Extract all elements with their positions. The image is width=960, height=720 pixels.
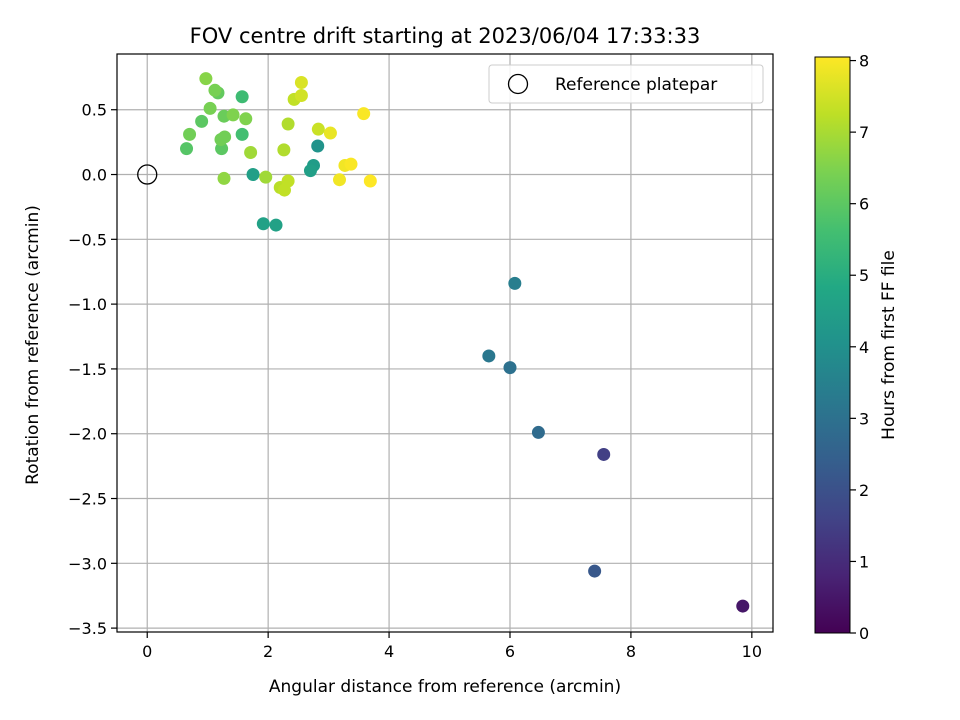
colorbar-tick-label: 6 (859, 195, 869, 214)
y-tick-label: −1.0 (68, 295, 107, 314)
data-point (226, 108, 240, 122)
data-point (259, 170, 273, 184)
colorbar-tick-label: 5 (859, 266, 869, 285)
data-point (344, 157, 358, 171)
x-tick-label: 2 (263, 642, 273, 661)
y-tick-label: −2.5 (68, 490, 107, 509)
data-point (208, 83, 222, 97)
data-point (311, 139, 325, 153)
y-tick-label: −1.5 (68, 360, 107, 379)
data-point (244, 145, 258, 159)
data-point (332, 173, 346, 187)
data-point (256, 217, 270, 231)
colorbar-tick-label: 2 (859, 481, 869, 500)
y-tick-label: 0.0 (82, 166, 107, 185)
colorbar-tick-label: 3 (859, 409, 869, 428)
y-tick-label: −3.0 (68, 554, 107, 573)
data-point (199, 72, 213, 86)
data-point (736, 599, 750, 613)
data-point (180, 142, 194, 156)
data-point (281, 174, 295, 188)
data-point (597, 447, 611, 461)
colorbar-tick-label: 4 (859, 338, 869, 357)
data-point (277, 143, 291, 157)
data-point (195, 114, 209, 128)
data-point (281, 117, 295, 131)
data-point (294, 76, 308, 90)
x-tick-label: 8 (626, 642, 636, 661)
colorbar (814, 56, 851, 634)
data-point (239, 112, 253, 126)
data-point (246, 168, 260, 182)
data-point (235, 90, 249, 104)
y-tick-label: −2.0 (68, 425, 107, 444)
x-tick-label: 0 (142, 642, 152, 661)
plot-area-frame (116, 53, 774, 633)
legend-box (488, 64, 764, 104)
y-tick-label: −0.5 (68, 230, 107, 249)
data-point (303, 164, 317, 178)
data-point (203, 101, 217, 115)
x-axis-label: Angular distance from reference (arcmin) (269, 677, 621, 697)
data-points (180, 72, 750, 613)
x-tick-label: 10 (742, 642, 762, 661)
data-point (503, 361, 517, 375)
x-tick-label: 6 (505, 642, 515, 661)
data-point (294, 88, 308, 102)
y-tick-label: −3.5 (68, 619, 107, 638)
data-point (531, 425, 545, 439)
colorbar-tick-label: 7 (859, 123, 869, 142)
x-tick-label: 4 (384, 642, 394, 661)
colorbar-tick-label: 0 (859, 624, 869, 643)
data-point (218, 130, 232, 144)
data-point (235, 127, 249, 141)
y-axis-ticks: 0.5 0.0 −0.5 −1.0 −1.5 −2.0 −2.5 −3.0 −3.5 (68, 101, 117, 638)
legend-marker-reference (507, 73, 529, 95)
x-axis-ticks: 0 2 4 6 8 10 (142, 632, 762, 661)
data-point (482, 349, 496, 363)
reference-marker-layer (137, 164, 158, 185)
data-point (323, 126, 337, 140)
y-axis-label: Rotation from reference (arcmin) (23, 205, 43, 485)
data-point (357, 107, 371, 121)
reference-marker (137, 164, 158, 185)
colorbar-tick-label: 8 (859, 52, 869, 71)
chart-title: FOV centre drift starting at 2023/06/04 … (190, 24, 701, 48)
data-point (269, 218, 283, 232)
data-point (363, 174, 377, 188)
colorbar-ticks: 0 1 2 3 4 5 6 7 8 (850, 52, 869, 643)
legend-label-reference: Reference platepar (555, 75, 717, 95)
data-point (508, 276, 522, 290)
data-point (311, 122, 325, 136)
data-point (183, 127, 197, 141)
colorbar-tick-label: 1 (859, 552, 869, 571)
y-tick-label: 0.5 (82, 101, 107, 120)
data-point (217, 171, 231, 185)
colorbar-label: Hours from first FF file (879, 250, 899, 440)
data-point (588, 564, 602, 578)
legend: Reference platepar (488, 64, 764, 104)
grid-lines (117, 54, 773, 632)
